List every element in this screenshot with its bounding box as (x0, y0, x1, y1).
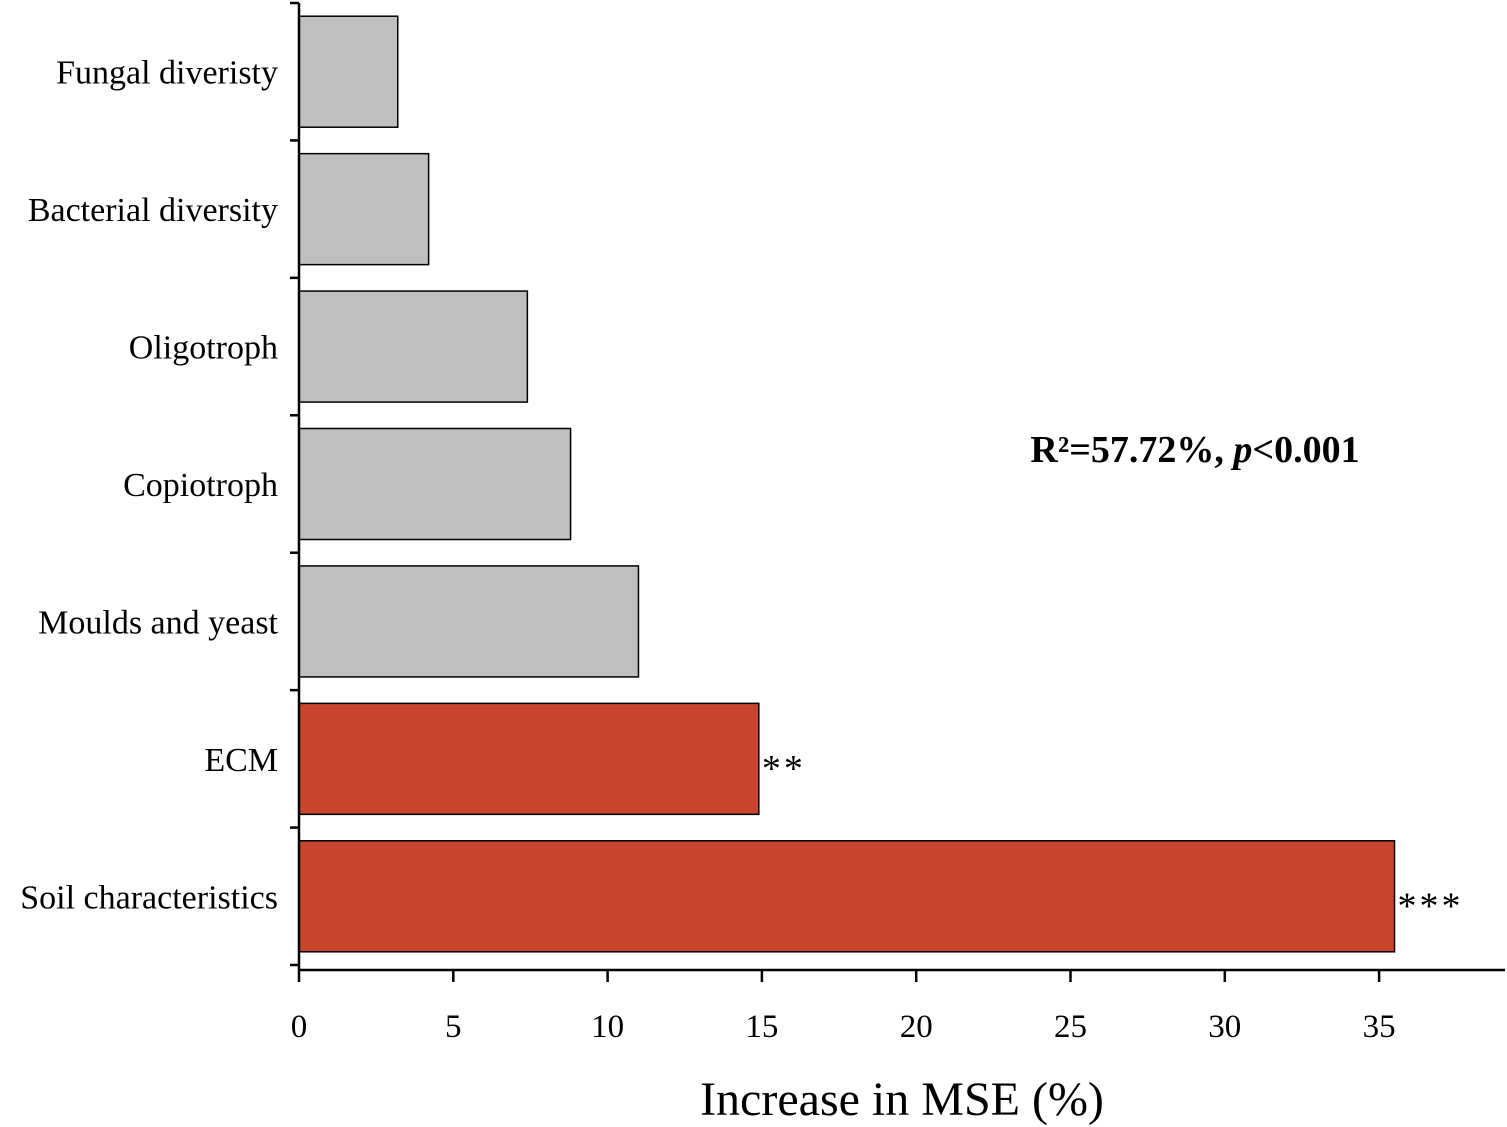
bars-group (298, 15, 1396, 953)
bar-copiotroph (298, 427, 572, 541)
p-label: p (1230, 429, 1252, 471)
bar-bacterial-diversity (298, 152, 430, 266)
category-label-soil-characteristics: Soil characteristics (20, 879, 278, 916)
x-axis-title: Increase in MSE (%) (700, 1073, 1104, 1126)
bar-fungal-diveristy (298, 15, 399, 128)
x-tick-label-35: 35 (1363, 1009, 1396, 1045)
x-tick-label-0: 0 (291, 1009, 308, 1045)
category-label-fungal-diveristy: Fungal diveristy (56, 55, 278, 92)
significance-labels: ***** (762, 748, 1464, 927)
x-tick-label-15: 15 (745, 1009, 778, 1045)
model-fit-annotation: R²=57.72%, p<0.001 (1030, 429, 1359, 471)
x-axis (297, 968, 1505, 982)
category-labels: Fungal diveristy Bacterial diversity Oligo… (20, 55, 278, 917)
x-tick-label-5: 5 (445, 1009, 462, 1045)
x-tick-label-25: 25 (1054, 1009, 1087, 1045)
significance-ecm: ** (762, 748, 806, 790)
category-label-copiotroph: Copiotroph (123, 467, 278, 504)
x-tick-label-30: 30 (1208, 1009, 1241, 1045)
category-label-ecm: ECM (204, 742, 278, 779)
x-tick-labels: 0 5 10 15 20 25 30 35 (291, 1009, 1396, 1045)
category-label-bacterial-diversity: Bacterial diversity (28, 192, 278, 229)
x-tick-label-10: 10 (591, 1009, 624, 1045)
x-tick-label-20: 20 (900, 1009, 933, 1045)
y-axis (290, 1, 301, 970)
bar-oligotroph (298, 290, 529, 403)
bar-moulds-and-yeast (298, 565, 640, 678)
category-label-oligotroph: Oligotroph (129, 330, 278, 367)
significance-soil-characteristics: *** (1398, 885, 1464, 927)
p-value-text: <0.001 (1252, 429, 1359, 471)
bar-ecm (298, 702, 760, 816)
category-label-moulds-and-yeast: Moulds and yeast (38, 604, 278, 641)
r2-text: R²=57.72%, (1030, 429, 1233, 471)
bar-soil-characteristics (298, 840, 1396, 953)
